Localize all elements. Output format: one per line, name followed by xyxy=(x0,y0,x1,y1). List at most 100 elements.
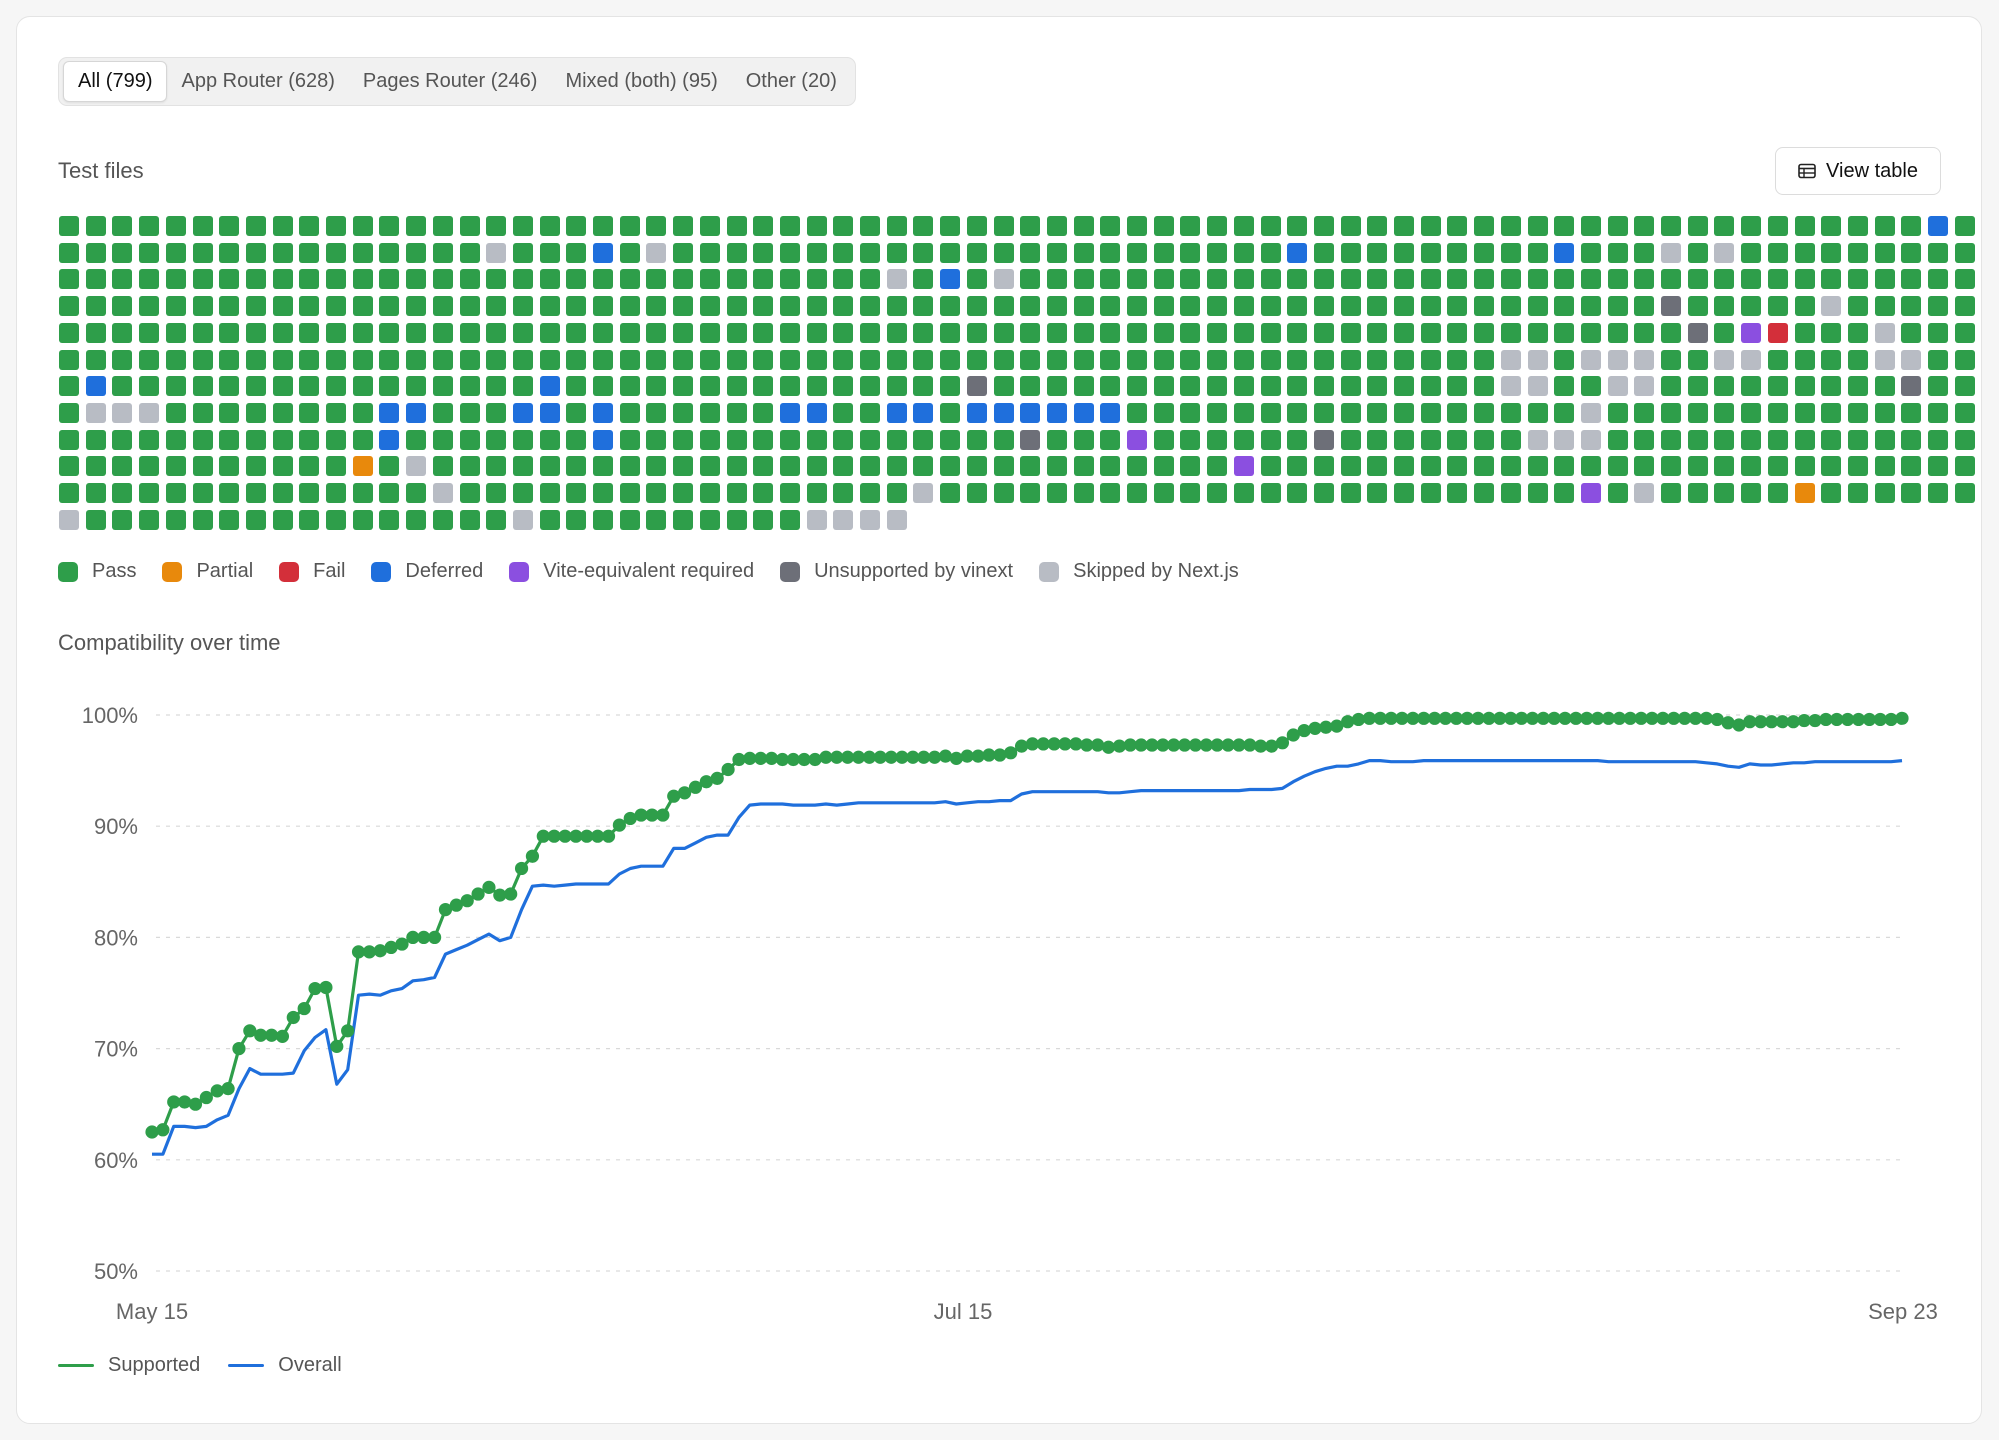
test-file-cell[interactable] xyxy=(646,509,667,530)
test-file-cell[interactable] xyxy=(486,509,507,530)
test-file-cell[interactable] xyxy=(326,402,346,423)
test-file-cell[interactable] xyxy=(1714,376,1735,397)
test-file-cell[interactable] xyxy=(1447,402,1468,423)
test-file-cell[interactable] xyxy=(646,483,667,503)
test-file-cell[interactable] xyxy=(1046,402,1067,423)
test-file-cell[interactable] xyxy=(1207,376,1228,397)
test-file-cell[interactable] xyxy=(913,296,934,317)
test-file-cell[interactable] xyxy=(85,322,106,343)
test-file-cell[interactable] xyxy=(1901,349,1922,370)
test-file-cell[interactable] xyxy=(272,349,293,370)
test-file-cell[interactable] xyxy=(886,509,907,530)
test-file-cell[interactable] xyxy=(1634,429,1655,450)
test-file-cell[interactable] xyxy=(432,483,453,503)
test-file-cell[interactable] xyxy=(272,216,293,236)
test-file-cell[interactable] xyxy=(993,322,1014,343)
test-file-cell[interactable] xyxy=(940,402,961,423)
test-file-cell[interactable] xyxy=(619,296,640,317)
test-file-cell[interactable] xyxy=(1847,349,1868,370)
test-file-cell[interactable] xyxy=(966,429,987,450)
test-file-cell[interactable] xyxy=(753,269,774,290)
test-file-cell[interactable] xyxy=(886,242,907,263)
test-file-cell[interactable] xyxy=(699,322,720,343)
test-file-cell[interactable] xyxy=(886,216,907,236)
test-file-cell[interactable] xyxy=(1394,322,1414,343)
test-file-cell[interactable] xyxy=(1554,376,1575,397)
test-file-cell[interactable] xyxy=(59,216,79,236)
test-file-cell[interactable] xyxy=(112,242,133,263)
test-file-cell[interactable] xyxy=(886,429,907,450)
test-file-cell[interactable] xyxy=(1420,402,1441,423)
test-file-cell[interactable] xyxy=(1741,242,1762,263)
tab-3[interactable]: Mixed (both) (95) xyxy=(565,70,718,92)
test-file-cell[interactable] xyxy=(192,322,213,343)
test-file-cell[interactable] xyxy=(673,376,694,397)
test-file-cell[interactable] xyxy=(1661,216,1681,236)
test-file-cell[interactable] xyxy=(1260,376,1281,397)
test-file-cell[interactable] xyxy=(1100,296,1121,317)
test-file-cell[interactable] xyxy=(1821,216,1842,236)
test-file-cell[interactable] xyxy=(1821,483,1842,503)
test-file-cell[interactable] xyxy=(512,376,533,397)
test-file-cell[interactable] xyxy=(139,429,160,450)
test-file-cell[interactable] xyxy=(1127,483,1147,503)
test-file-cell[interactable] xyxy=(219,376,240,397)
test-file-cell[interactable] xyxy=(1580,456,1601,477)
test-file-cell[interactable] xyxy=(112,456,133,477)
test-file-cell[interactable] xyxy=(1714,269,1735,290)
test-file-cell[interactable] xyxy=(699,216,720,236)
test-file-cell[interactable] xyxy=(1607,269,1628,290)
test-file-cell[interactable] xyxy=(1954,376,1975,397)
test-file-cell[interactable] xyxy=(59,322,79,343)
test-file-cell[interactable] xyxy=(299,456,320,477)
test-file-cell[interactable] xyxy=(379,269,400,290)
test-file-cell[interactable] xyxy=(539,242,560,263)
test-file-cell[interactable] xyxy=(1821,322,1842,343)
test-file-cell[interactable] xyxy=(779,322,800,343)
test-file-cell[interactable] xyxy=(1367,242,1388,263)
test-file-cell[interactable] xyxy=(539,322,560,343)
test-file-cell[interactable] xyxy=(833,456,854,477)
test-file-cell[interactable] xyxy=(1233,483,1254,503)
test-file-cell[interactable] xyxy=(1687,429,1708,450)
test-file-cell[interactable] xyxy=(1554,483,1575,503)
test-file-cell[interactable] xyxy=(299,376,320,397)
test-file-cell[interactable] xyxy=(726,509,747,530)
test-file-cell[interactable] xyxy=(1847,322,1868,343)
test-file-cell[interactable] xyxy=(1687,242,1708,263)
test-file-cell[interactable] xyxy=(779,269,800,290)
test-file-cell[interactable] xyxy=(326,429,346,450)
test-file-cell[interactable] xyxy=(1607,349,1628,370)
test-file-cell[interactable] xyxy=(1634,349,1655,370)
test-file-cell[interactable] xyxy=(245,402,266,423)
test-file-cell[interactable] xyxy=(1313,429,1334,450)
test-file-cell[interactable] xyxy=(192,296,213,317)
test-file-cell[interactable] xyxy=(779,216,800,236)
test-file-cell[interactable] xyxy=(192,242,213,263)
test-file-cell[interactable] xyxy=(1607,456,1628,477)
test-file-cell[interactable] xyxy=(1367,456,1388,477)
test-file-cell[interactable] xyxy=(673,216,694,236)
test-file-cell[interactable] xyxy=(619,349,640,370)
test-file-cell[interactable] xyxy=(85,509,106,530)
test-file-cell[interactable] xyxy=(1901,269,1922,290)
test-file-cell[interactable] xyxy=(1821,402,1842,423)
test-file-cell[interactable] xyxy=(1153,322,1174,343)
test-file-cell[interactable] xyxy=(1527,322,1548,343)
tab-1[interactable]: App Router (628) xyxy=(181,70,335,92)
test-file-cell[interactable] xyxy=(486,429,507,450)
test-file-cell[interactable] xyxy=(112,509,133,530)
test-file-cell[interactable] xyxy=(619,269,640,290)
test-file-cell[interactable] xyxy=(539,483,560,503)
test-file-cell[interactable] xyxy=(1874,376,1895,397)
test-file-cell[interactable] xyxy=(860,429,880,450)
test-file-cell[interactable] xyxy=(753,349,774,370)
test-file-cell[interactable] xyxy=(593,242,613,263)
test-file-cell[interactable] xyxy=(1580,242,1601,263)
test-file-cell[interactable] xyxy=(379,402,400,423)
test-file-cell[interactable] xyxy=(1233,456,1254,477)
test-file-cell[interactable] xyxy=(1500,349,1521,370)
test-file-cell[interactable] xyxy=(1901,296,1922,317)
test-file-cell[interactable] xyxy=(940,456,961,477)
test-file-cell[interactable] xyxy=(1874,269,1895,290)
